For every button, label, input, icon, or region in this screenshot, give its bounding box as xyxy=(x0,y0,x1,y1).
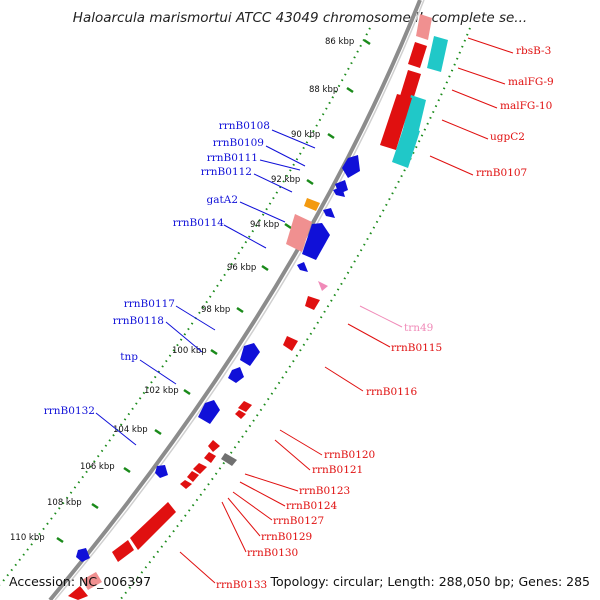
gene-bottom-blue xyxy=(76,548,90,562)
backbone-shadow xyxy=(54,0,425,600)
label-malFG-9: malFG-9 xyxy=(508,76,554,88)
gene-rrnB0114-b xyxy=(297,262,308,272)
tick-label: 90 kbp xyxy=(291,130,320,140)
tick-label: 100 kbp xyxy=(172,346,207,356)
gene-bottom-light xyxy=(82,572,102,590)
gene-rrnB0133-small xyxy=(112,540,134,562)
gene-rrnB0130 xyxy=(180,480,192,489)
left-labels: rrnB0108 rrnB0109 rrnB0111 rrnB0112 gatA… xyxy=(44,120,270,417)
gene-trn49 xyxy=(318,281,328,291)
gene-rrnB0133-large xyxy=(130,502,176,550)
gene-rrnB0112 xyxy=(323,208,335,218)
label-rrnB0115: rrnB0115 xyxy=(391,342,442,354)
tick-label: 104 kbp xyxy=(113,425,148,435)
label-rrnB0127: rrnB0127 xyxy=(273,515,324,527)
gene-rrnB0108 xyxy=(342,155,360,178)
gene-rrnB0127 xyxy=(193,463,207,474)
label-rrnB0133: rrnB0133 xyxy=(216,579,267,591)
gene-gatA2-light xyxy=(286,214,312,252)
label-tnp: tnp xyxy=(120,351,138,363)
label-malFG-10: malFG-10 xyxy=(500,100,552,112)
tick-labels: 86 kbp 88 kbp 90 kbp 92 kbp 94 kbp 96 kb… xyxy=(10,37,354,543)
gene-tnp xyxy=(198,400,220,424)
gene-bottom-red xyxy=(68,586,88,600)
gene-malFG-9-red xyxy=(400,70,421,100)
gene-rrnB0123 xyxy=(208,440,220,452)
summary-text: Topology: circular; Length: 288,050 bp; … xyxy=(270,574,591,589)
gene-rrnB0132 xyxy=(155,465,168,478)
gene-rrnB0107 xyxy=(392,126,420,168)
tick-label: 98 kbp xyxy=(201,305,230,315)
label-trn49: trn49 xyxy=(404,322,433,334)
label-rbsB-3: rbsB-3 xyxy=(516,45,551,57)
tick-label: 108 kbp xyxy=(47,498,82,508)
trn49-line xyxy=(359,305,403,328)
gene-rrnB0124 xyxy=(204,452,216,463)
label-ugpC2: ugpC2 xyxy=(490,131,525,143)
gene-rrnB0111 xyxy=(333,187,345,197)
gene-gray xyxy=(221,453,237,466)
gene-rrnB0117 xyxy=(240,343,260,366)
gene-rrnB0120 xyxy=(238,401,252,412)
left-label-lines xyxy=(95,129,316,446)
gene-rbsB-3 xyxy=(408,42,427,68)
label-rrnB0123: rrnB0123 xyxy=(299,485,350,497)
label-rrnB0121: rrnB0121 xyxy=(312,464,363,476)
gene-malFG-9 xyxy=(427,36,448,72)
tick-label: 92 kbp xyxy=(271,175,300,185)
gene-ugpC2 xyxy=(380,94,412,150)
gene-rbsB-3-light xyxy=(416,14,432,40)
label-gatA2: gatA2 xyxy=(207,194,238,206)
gene-rrnB0116 xyxy=(283,336,298,351)
label-rrnB0118: rrnB0118 xyxy=(113,315,164,327)
gene-rrnB0114 xyxy=(302,223,330,260)
label-rrnB0108: rrnB0108 xyxy=(219,120,270,132)
label-rrnB0112: rrnB0112 xyxy=(201,166,252,178)
label-rrnB0109: rrnB0109 xyxy=(213,137,264,149)
label-rrnB0114: rrnB0114 xyxy=(173,217,225,229)
label-rrnB0130: rrnB0130 xyxy=(247,547,298,559)
label-rrnB0120: rrnB0120 xyxy=(324,449,375,461)
label-rrnB0129: rrnB0129 xyxy=(261,531,312,543)
tick-label: 96 kbp xyxy=(227,263,256,273)
tick-label: 88 kbp xyxy=(309,85,338,95)
label-rrnB0124: rrnB0124 xyxy=(286,500,338,512)
gene-rrnB0118 xyxy=(228,367,244,383)
tick-label: 110 kbp xyxy=(10,533,45,543)
label-rrnB0107: rrnB0107 xyxy=(476,167,527,179)
gene-rrnB0121 xyxy=(235,410,246,419)
backbone-ring xyxy=(48,0,422,600)
label-rrnB0117: rrnB0117 xyxy=(124,298,175,310)
label-rrnB0116: rrnB0116 xyxy=(366,386,418,398)
gene-rrnB0115 xyxy=(305,296,320,310)
tick-label: 106 kbp xyxy=(80,462,115,472)
tick-label: 86 kbp xyxy=(325,37,354,47)
right-labels: rbsB-3 malFG-9 malFG-10 ugpC2 rrnB0107 t… xyxy=(216,45,554,591)
accession-text: Accession: NC_006397 xyxy=(9,574,151,589)
gene-gatA2 xyxy=(304,198,320,211)
forward-strand-features xyxy=(68,14,448,600)
label-rrnB0111: rrnB0111 xyxy=(207,152,258,164)
outer-tick-ring xyxy=(119,27,471,600)
label-rrnB0132: rrnB0132 xyxy=(44,405,95,417)
reverse-strand-features xyxy=(76,155,360,562)
map-title: Haloarcula marismortui ATCC 43049 chromo… xyxy=(73,10,527,26)
tick-label: 102 kbp xyxy=(144,386,179,396)
tick-label: 94 kbp xyxy=(250,220,279,230)
right-label-lines xyxy=(179,37,514,584)
tick-marks xyxy=(56,38,371,544)
gene-rrnB0129 xyxy=(187,471,199,482)
